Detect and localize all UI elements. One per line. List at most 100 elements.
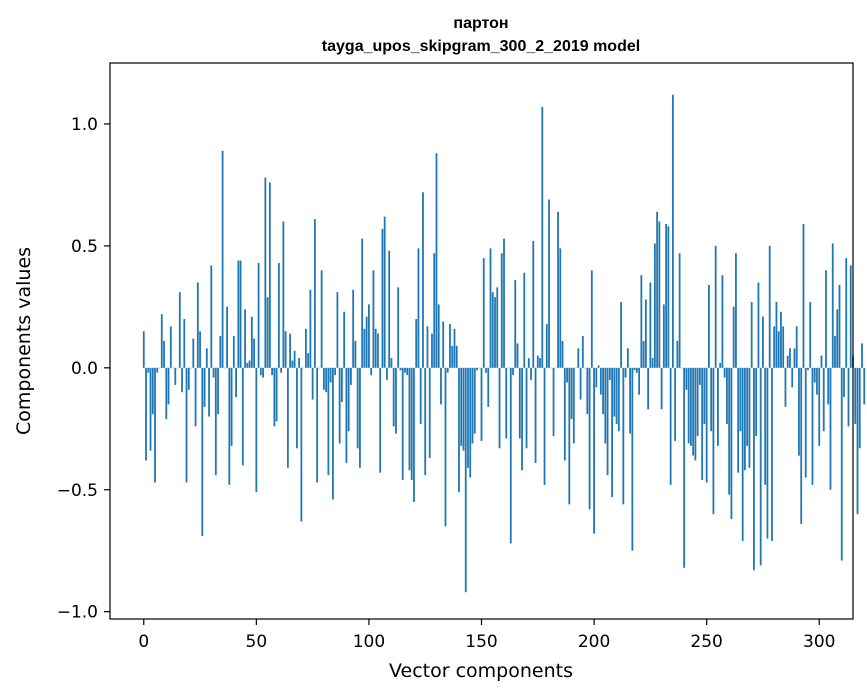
bar-component-223 — [644, 299, 647, 368]
bar-component-85 — [334, 367, 337, 376]
bar-component-311 — [843, 367, 845, 398]
bar-component-143 — [464, 367, 467, 593]
bar-component-145 — [469, 367, 472, 478]
bar-component-176 — [539, 358, 541, 368]
y-axis-label: Components values — [13, 247, 35, 435]
bar-component-240 — [683, 367, 686, 568]
bar-component-16 — [178, 292, 181, 368]
bar-component-245 — [694, 367, 697, 461]
bar-component-208 — [611, 367, 613, 498]
bar-component-124 — [422, 192, 424, 368]
bar-component-280 — [773, 326, 776, 368]
bar-component-182 — [552, 367, 555, 437]
bar-component-264 — [737, 367, 740, 473]
bar-component-261 — [730, 367, 733, 520]
x-tick-label: 250 — [690, 632, 722, 652]
bar-component-156 — [494, 297, 496, 368]
bar-component-32 — [214, 367, 217, 476]
bar-component-26 — [201, 367, 204, 537]
bar-component-222 — [642, 341, 645, 368]
bar-component-269 — [748, 367, 751, 468]
bar-component-320 — [863, 367, 866, 405]
bar-component-22 — [192, 338, 195, 368]
bar-component-88 — [341, 367, 343, 402]
bar-component-195 — [581, 336, 584, 368]
bar-component-144 — [467, 367, 469, 468]
bar-component-303 — [825, 270, 827, 368]
bar-component-286 — [786, 355, 789, 368]
bar-component-87 — [338, 367, 341, 444]
bar-component-47 — [248, 360, 251, 368]
bar-component-118 — [408, 367, 411, 471]
bar-component-213 — [622, 367, 625, 505]
bar-component-255 — [717, 367, 719, 446]
bar-component-230 — [660, 367, 663, 410]
bar-component-166 — [516, 343, 519, 368]
bar-component-9 — [163, 341, 165, 368]
bar-component-133 — [442, 321, 445, 368]
bar-component-5 — [154, 367, 156, 483]
bar-component-276 — [764, 367, 767, 485]
bar-component-129 — [433, 253, 436, 368]
bar-component-185 — [559, 248, 562, 368]
bar-component-310 — [840, 367, 843, 561]
bar-component-152 — [485, 367, 487, 373]
bar-component-179 — [545, 323, 548, 368]
bar-component-19 — [185, 367, 188, 483]
bar-component-235 — [671, 94, 674, 368]
bar-component-77 — [316, 367, 319, 483]
bar-component-288 — [791, 367, 794, 388]
bar-component-161 — [505, 367, 508, 439]
bar-component-51 — [257, 262, 260, 368]
bar-component-33 — [217, 367, 219, 415]
bar-component-150 — [480, 367, 483, 441]
bar-component-135 — [446, 367, 449, 373]
bar-component-54 — [264, 177, 267, 368]
bar-component-65 — [289, 333, 292, 368]
bar-component-44 — [241, 367, 244, 466]
bar-component-260 — [728, 367, 731, 495]
bar-component-233 — [667, 226, 670, 368]
bar-component-306 — [831, 243, 834, 368]
bar-component-111 — [392, 367, 395, 427]
bar-component-3 — [149, 367, 152, 451]
bar-component-224 — [647, 367, 650, 410]
bar-component-279 — [771, 367, 773, 541]
bar-component-205 — [604, 367, 607, 444]
bar-component-25 — [199, 331, 201, 368]
plot-frame — [109, 62, 854, 620]
bar-component-122 — [417, 248, 420, 368]
bar-component-274 — [759, 367, 762, 566]
bar-component-148 — [476, 367, 478, 371]
bar-component-89 — [343, 311, 346, 368]
bar-component-137 — [451, 345, 454, 368]
bar-component-268 — [746, 367, 749, 446]
bar-component-184 — [557, 211, 559, 368]
bar-component-14 — [174, 367, 177, 385]
bar-component-257 — [721, 275, 724, 368]
bar-component-134 — [444, 367, 447, 527]
bar-series — [142, 94, 866, 593]
bar-component-219 — [635, 367, 638, 373]
bar-component-126 — [426, 326, 429, 368]
bar-component-309 — [838, 284, 841, 368]
x-tick-label: 300 — [803, 632, 835, 652]
bar-component-102 — [372, 270, 375, 368]
bar-component-86 — [336, 292, 339, 368]
bar-component-131 — [437, 304, 440, 368]
bar-component-307 — [834, 336, 836, 368]
bar-component-105 — [379, 367, 382, 473]
bar-component-107 — [383, 216, 386, 368]
bar-component-212 — [620, 301, 622, 368]
bar-component-24 — [196, 282, 199, 368]
bar-component-30 — [210, 265, 213, 368]
bar-component-82 — [327, 367, 330, 476]
bar-component-91 — [347, 367, 350, 432]
chart-title: партон — [453, 15, 508, 32]
bar-component-154 — [489, 248, 492, 368]
bar-component-218 — [633, 367, 636, 371]
bar-component-153 — [487, 367, 490, 407]
bar-component-125 — [424, 367, 427, 476]
bar-component-215 — [626, 348, 629, 368]
bar-component-52 — [259, 367, 262, 376]
